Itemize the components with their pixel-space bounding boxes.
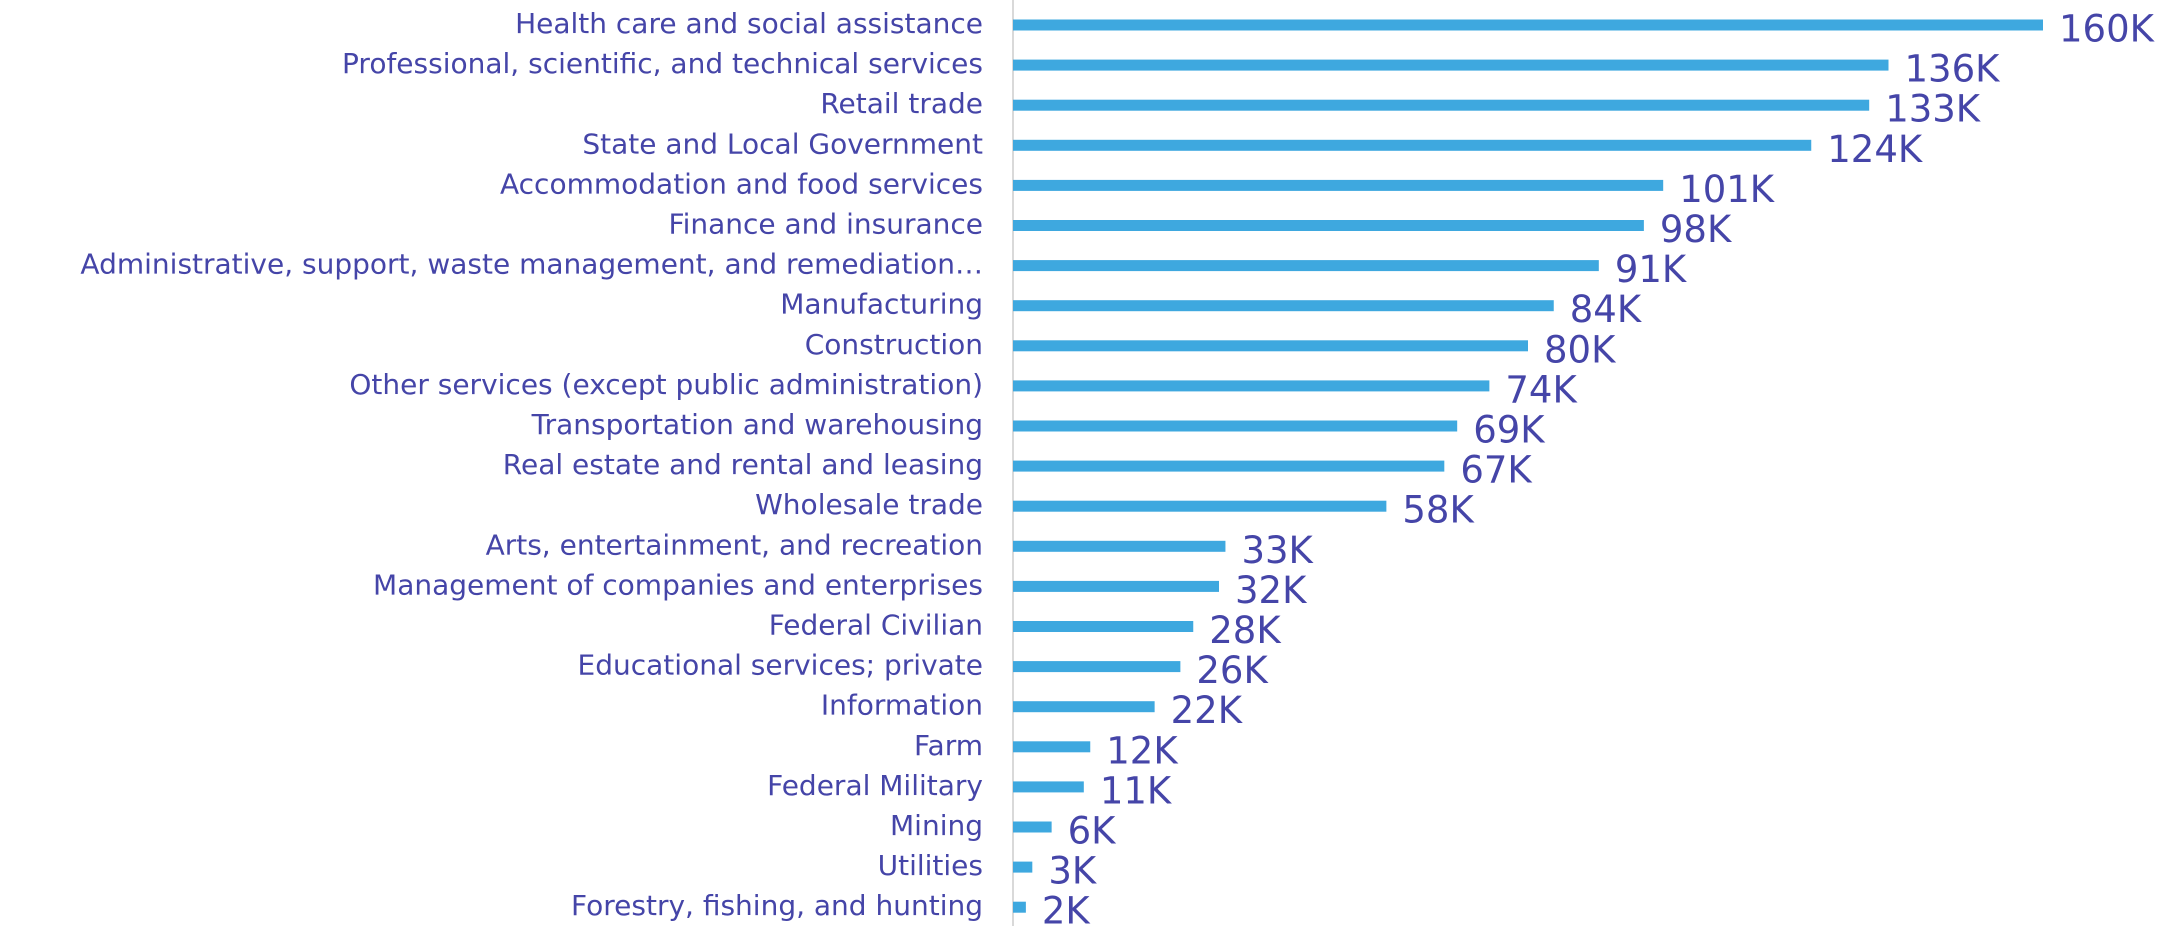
value-label: 74K xyxy=(1505,368,1578,411)
bar xyxy=(1013,861,1033,873)
category-label: Real estate and rental and leasing xyxy=(503,448,983,481)
bar xyxy=(1013,821,1052,833)
bar xyxy=(1013,460,1445,472)
value-label: 80K xyxy=(1544,328,1617,371)
value-label: 11K xyxy=(1100,769,1173,812)
category-label: Construction xyxy=(805,328,983,361)
value-label: 91K xyxy=(1615,248,1688,291)
category-label: Mining xyxy=(890,809,983,842)
value-label: 136K xyxy=(1905,48,2002,91)
category-label: Federal Military xyxy=(767,769,983,802)
value-label: 6K xyxy=(1068,810,1118,853)
category-label: Health care and social assistance xyxy=(515,7,983,40)
bar xyxy=(1013,580,1219,592)
value-label: 33K xyxy=(1241,529,1314,572)
bar xyxy=(1013,340,1528,352)
bar xyxy=(1013,420,1458,432)
value-label: 98K xyxy=(1660,208,1733,251)
bar xyxy=(1013,500,1387,512)
bar xyxy=(1013,540,1226,552)
category-label: Transportation and warehousing xyxy=(531,408,983,441)
value-label: 84K xyxy=(1570,288,1643,331)
value-label: 58K xyxy=(1402,489,1475,532)
value-label: 2K xyxy=(1042,890,1092,926)
bar xyxy=(1013,741,1091,753)
bar xyxy=(1013,781,1084,793)
bar xyxy=(1013,99,1870,111)
bar xyxy=(1013,139,1812,151)
value-label: 32K xyxy=(1235,569,1308,612)
bar xyxy=(1013,701,1155,713)
category-label: Finance and insurance xyxy=(669,208,984,241)
category-label: Farm xyxy=(914,729,983,762)
category-label: Retail trade xyxy=(820,87,983,120)
category-label: Administrative, support, waste managemen… xyxy=(80,248,983,281)
value-label: 26K xyxy=(1196,649,1269,692)
value-label: 12K xyxy=(1106,729,1179,772)
category-label: State and Local Government xyxy=(582,127,983,160)
value-label: 124K xyxy=(1827,128,1924,171)
bar xyxy=(1013,179,1664,191)
value-label: 28K xyxy=(1209,609,1282,652)
category-label: Other services (except public administra… xyxy=(349,368,983,401)
category-label: Forestry, fishing, and hunting xyxy=(571,889,983,922)
bar xyxy=(1013,59,1889,71)
value-label: 3K xyxy=(1048,850,1098,893)
category-label: Utilities xyxy=(878,849,983,882)
bar xyxy=(1013,661,1181,673)
category-label: Professional, scientific, and technical … xyxy=(342,47,983,80)
category-label: Management of companies and enterprises xyxy=(373,568,983,601)
category-label: Arts, entertainment, and recreation xyxy=(486,528,983,561)
value-label: 22K xyxy=(1171,689,1244,732)
bar xyxy=(1013,901,1026,913)
value-label: 69K xyxy=(1473,409,1546,452)
value-label: 67K xyxy=(1460,449,1533,492)
bar xyxy=(1013,380,1490,392)
bar xyxy=(1013,300,1554,312)
bar xyxy=(1013,220,1644,231)
value-label: 133K xyxy=(1885,88,1982,131)
category-label: Federal Civilian xyxy=(769,609,983,642)
value-label: 160K xyxy=(2059,8,2156,51)
category-label: Wholesale trade xyxy=(755,488,983,521)
category-label: Information xyxy=(821,689,983,722)
category-label: Accommodation and food services xyxy=(500,167,983,200)
bar xyxy=(1013,260,1599,272)
bar xyxy=(1013,19,2043,31)
value-label: 101K xyxy=(1679,168,1776,211)
category-label: Educational services; private xyxy=(578,649,983,682)
category-label: Manufacturing xyxy=(780,288,983,321)
bar xyxy=(1013,621,1194,632)
